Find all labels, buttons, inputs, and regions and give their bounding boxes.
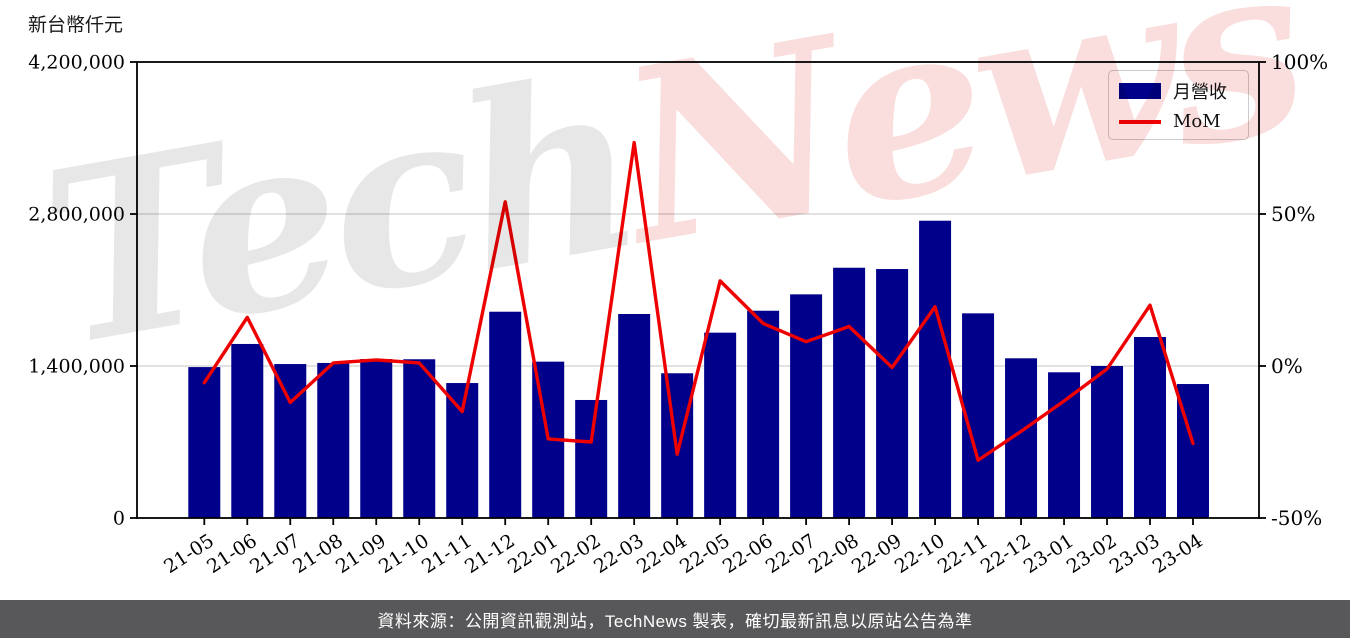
revenue-bar <box>704 332 737 518</box>
left-tick-label: 0 <box>113 508 125 530</box>
revenue-mom-chart: 0 1,400,000 2,800,000 4,200,000 -50% 0% 50% 100… <box>28 50 1328 578</box>
left-tick-label: 1,400,000 <box>28 356 125 378</box>
revenue-swatch <box>1119 83 1161 99</box>
x-tick-label: 23-04 <box>1149 530 1207 578</box>
plot-border <box>136 61 1260 519</box>
revenue-bar <box>962 313 995 518</box>
left-tick-label: 4,200,000 <box>28 52 125 74</box>
legend-item-mom: MoM <box>1119 111 1238 132</box>
revenue-bar <box>790 294 823 518</box>
left-tick-label: 2,800,000 <box>28 204 125 226</box>
mom-swatch <box>1119 119 1161 124</box>
revenue-bar <box>1134 337 1167 518</box>
legend: 月營收 MoM <box>1108 70 1249 140</box>
legend-item-revenue: 月營收 <box>1119 78 1238 104</box>
source-footer: 資料來源：公開資訊觀測站，TechNews 製表，確切最新訊息以原站公告為準 <box>0 600 1350 638</box>
revenue-bar <box>876 269 909 518</box>
revenue-bar <box>1048 372 1081 518</box>
y-axis-title: 新台幣仟元 <box>28 15 124 36</box>
revenue-bar <box>1091 366 1124 518</box>
revenue-bar <box>747 310 780 518</box>
mom-line <box>202 140 1195 462</box>
revenue-bar <box>188 367 221 518</box>
right-tick-label: 100% <box>1271 50 1328 74</box>
revenue-bar <box>274 364 307 518</box>
revenue-bar <box>360 359 393 518</box>
revenue-bar <box>919 220 952 518</box>
legend-label-mom: MoM <box>1173 111 1221 132</box>
revenue-bar <box>403 359 436 518</box>
revenue-bar <box>833 267 866 518</box>
revenue-bar <box>618 313 651 518</box>
revenue-bar <box>231 343 264 518</box>
right-tick-label: 50% <box>1271 202 1315 226</box>
right-tick-label: -50% <box>1271 506 1322 530</box>
revenue-bar <box>317 362 350 518</box>
revenue-bar <box>489 311 522 518</box>
legend-label-revenue: 月營收 <box>1173 82 1227 103</box>
revenue-bar <box>575 399 608 518</box>
source-caption: 資料來源：公開資訊觀測站，TechNews 製表，確切最新訊息以原站公告為準 <box>377 611 973 631</box>
right-tick-label: 0% <box>1271 354 1303 378</box>
